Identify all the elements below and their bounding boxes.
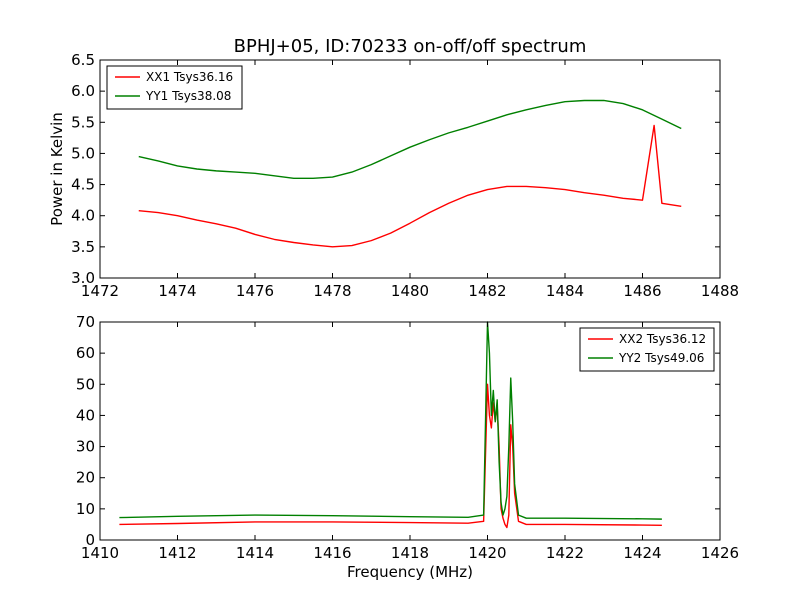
x-tick-label: 1476 (236, 282, 274, 300)
y-tick-label: 60 (76, 344, 95, 362)
x-tick-label: 1486 (623, 282, 661, 300)
series-line-yy1 (138, 99, 682, 180)
y-tick-label: 3.5 (71, 238, 95, 256)
y-tick-label: 40 (76, 406, 95, 424)
y-tick-label: 6.0 (71, 82, 95, 100)
series-line-xx1 (138, 124, 682, 248)
x-tick-label: 1474 (158, 282, 196, 300)
y-tick-label: 0 (85, 531, 95, 549)
x-tick-label: 1412 (158, 544, 196, 562)
legend-box (106, 65, 243, 110)
x-tick-label: 1472 (81, 282, 119, 300)
x-tick-label: 1480 (391, 282, 429, 300)
y-tick-label: 6.5 (71, 51, 95, 69)
y-tick-label: 20 (76, 469, 95, 487)
y-tick-label: 3.0 (71, 269, 95, 287)
x-tick-label: 1424 (623, 544, 661, 562)
series-line-xx2 (119, 383, 662, 529)
legend: XX1 Tsys36.16 YY1 Tsys38.08 (106, 65, 243, 110)
x-tick-label: 1426 (701, 544, 739, 562)
y-tick-label: 4.0 (71, 207, 95, 225)
y-tick-label: 5.0 (71, 144, 95, 162)
x-axis-label: Frequency (MHz) (347, 563, 473, 581)
x-tick-label: 1422 (546, 544, 584, 562)
top-panel: BPHJ+05, ID:70233 on-off/off spectrum 147… (48, 36, 739, 300)
y-tick-label: 10 (76, 500, 95, 518)
x-tick-label: 1410 (81, 544, 119, 562)
chart-title: BPHJ+05, ID:70233 on-off/off spectrum (234, 36, 587, 57)
x-tick-label: 1478 (313, 282, 351, 300)
legend: XX2 Tsys36.12 YY2 Tsys49.06 (579, 327, 715, 372)
legend-box (579, 327, 715, 372)
x-tick-label: 1414 (236, 544, 274, 562)
legend-entry: XX1 Tsys36.16 (146, 70, 233, 84)
y-tick-label: 50 (76, 375, 95, 393)
bottom-panel: 1410 1412 1414 1416 1418 1420 1422 1424 1426 0 10 2… (76, 313, 739, 581)
legend-entry: XX2 Tsys36.12 (619, 332, 706, 346)
y-axis-label: Power in Kelvin (48, 112, 66, 226)
y-tick-label: 70 (76, 313, 95, 331)
y-tick-label: 30 (76, 438, 95, 456)
series-line-yy2 (119, 321, 662, 520)
x-tick-label: 1484 (546, 282, 584, 300)
x-tick-label: 1420 (468, 544, 506, 562)
x-tick-label: 1488 (701, 282, 739, 300)
y-tick-label: 4.5 (71, 176, 95, 194)
x-tick-label: 1418 (391, 544, 429, 562)
legend-entry: YY2 Tsys49.06 (618, 351, 704, 365)
y-tick-label: 5.5 (71, 113, 95, 131)
legend-entry: YY1 Tsys38.08 (145, 89, 231, 103)
x-tick-label: 1482 (468, 282, 506, 300)
x-tick-label: 1416 (313, 544, 351, 562)
